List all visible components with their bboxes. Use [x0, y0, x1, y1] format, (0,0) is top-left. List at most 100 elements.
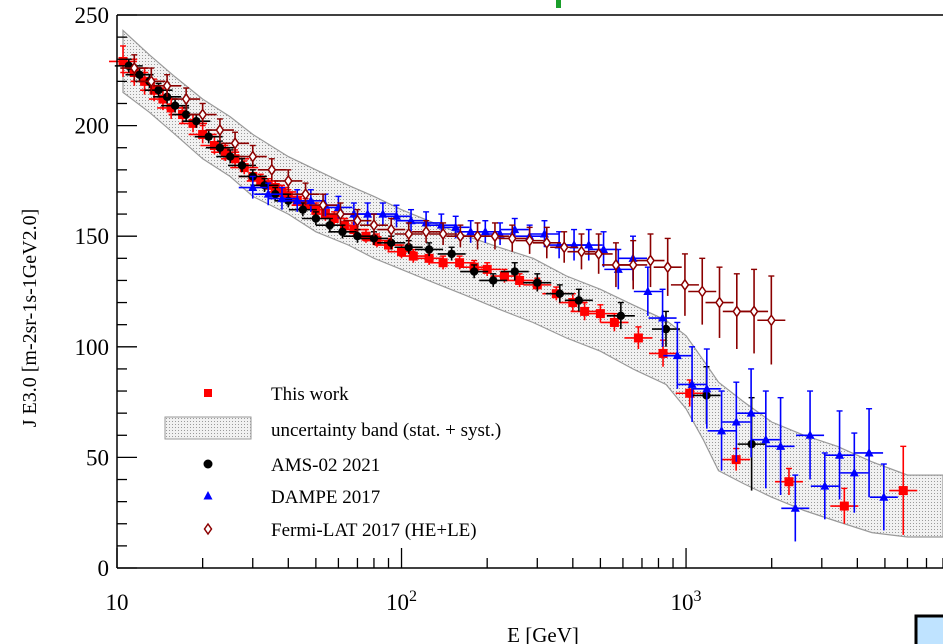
- data-point: [751, 390, 780, 489]
- x-tick-label: 103: [671, 588, 702, 615]
- data-point: [359, 213, 388, 237]
- data-point: [619, 239, 648, 290]
- data-point: [288, 202, 317, 217]
- data-point: [188, 102, 217, 126]
- legend-label: This work: [271, 384, 349, 405]
- data-point: [500, 262, 529, 281]
- data-point: [705, 266, 734, 338]
- legend-entry: This work: [204, 384, 349, 405]
- data-point: [653, 237, 682, 296]
- data-point: [480, 222, 509, 250]
- data-point: [740, 268, 769, 354]
- series-3: [120, 54, 786, 365]
- data-point: [606, 301, 635, 330]
- data-point: [670, 253, 699, 316]
- data-point: [412, 220, 441, 243]
- data-point: [688, 257, 717, 325]
- legend-label: uncertainty band (stat. + syst.): [271, 420, 501, 441]
- data-point: [570, 301, 599, 321]
- corner-button-fragment: [914, 614, 943, 644]
- x-tick-label: 10: [106, 590, 129, 615]
- data-point: [722, 273, 751, 350]
- y-axis-label: J E3.0 [m-2sr-1s-1GeV2.0]: [19, 209, 41, 428]
- y-tick-label: 0: [98, 556, 110, 581]
- data-point: [564, 288, 593, 312]
- data-point: [889, 445, 918, 535]
- data-point: [663, 321, 692, 389]
- data-point: [825, 410, 854, 500]
- data-point: [301, 211, 330, 226]
- y-tick-label: 50: [86, 445, 109, 470]
- legend-label: DAMPE 2017: [271, 487, 380, 508]
- data-point: [172, 87, 201, 111]
- data-point: [796, 390, 825, 480]
- legend-entry: uncertainty band (stat. + syst.): [164, 416, 501, 441]
- x-axis-label: E [GeV]: [507, 623, 579, 644]
- data-point: [137, 67, 166, 95]
- data-point: [291, 182, 320, 206]
- data-point: [757, 275, 786, 365]
- data-point: [678, 346, 707, 423]
- data-point: [589, 231, 618, 268]
- data-point: [766, 396, 795, 496]
- data-point: [737, 368, 766, 458]
- legend-entry: AMS-02 2021: [203, 455, 380, 476]
- data-point: [473, 262, 502, 277]
- data-point: [707, 390, 736, 471]
- data-point: [397, 208, 426, 232]
- data-point: [394, 222, 423, 246]
- data-point: [437, 246, 466, 261]
- data-point: [221, 131, 250, 155]
- data-point: [498, 224, 527, 252]
- data-point: [205, 118, 234, 142]
- legend-entry: DAMPE 2017: [203, 487, 380, 508]
- data-point: [227, 158, 257, 173]
- data-point: [267, 186, 296, 210]
- data-point: [328, 224, 357, 239]
- data-point: [869, 463, 898, 531]
- data-point: [315, 217, 344, 232]
- data-point: [153, 74, 182, 97]
- data-point: [840, 432, 869, 513]
- data-point: [309, 193, 338, 217]
- data-point: [692, 348, 721, 429]
- green-fragment: [556, 0, 561, 8]
- data-point: [382, 204, 411, 228]
- data-point: [636, 233, 665, 288]
- data-point: [377, 217, 406, 241]
- legend-label: Fermi-LAT 2017 (HE+LE): [271, 520, 477, 541]
- legend-label: AMS-02 2021: [271, 455, 380, 476]
- axes: 0 50 100 150 200 250 10 102 103: [75, 3, 943, 615]
- data-series: [109, 45, 918, 542]
- data-point: [855, 408, 884, 498]
- data-point: [238, 175, 267, 199]
- legend-entry: Fermi-LAT 2017 (HE+LE): [203, 520, 477, 541]
- data-point: [722, 381, 751, 462]
- data-point: [774, 467, 803, 496]
- data-point: [120, 54, 149, 82]
- data-point: [415, 242, 444, 257]
- x-tick-label: 102: [386, 588, 417, 615]
- data-point: [515, 226, 544, 254]
- data-point: [182, 113, 211, 128]
- y-tick-label: 250: [75, 3, 110, 28]
- y-axis-label-text: J E3.0 [m-2sr-1s-1GeV2.0]: [19, 209, 41, 428]
- y-tick-label: 150: [75, 224, 110, 249]
- data-point: [648, 288, 677, 347]
- data-point: [205, 140, 234, 155]
- data-point: [238, 144, 267, 168]
- data-point: [274, 169, 303, 192]
- data-point: [545, 284, 574, 303]
- data-point: [810, 452, 839, 520]
- data-point: [460, 264, 489, 279]
- data-point: [326, 202, 355, 226]
- data-point: [532, 226, 561, 259]
- data-point: [550, 231, 579, 263]
- data-point: [584, 233, 613, 274]
- data-point: [505, 273, 534, 288]
- data-point: [429, 222, 458, 246]
- data-point: [343, 208, 372, 232]
- data-point: [523, 273, 552, 292]
- data-point: [624, 326, 653, 350]
